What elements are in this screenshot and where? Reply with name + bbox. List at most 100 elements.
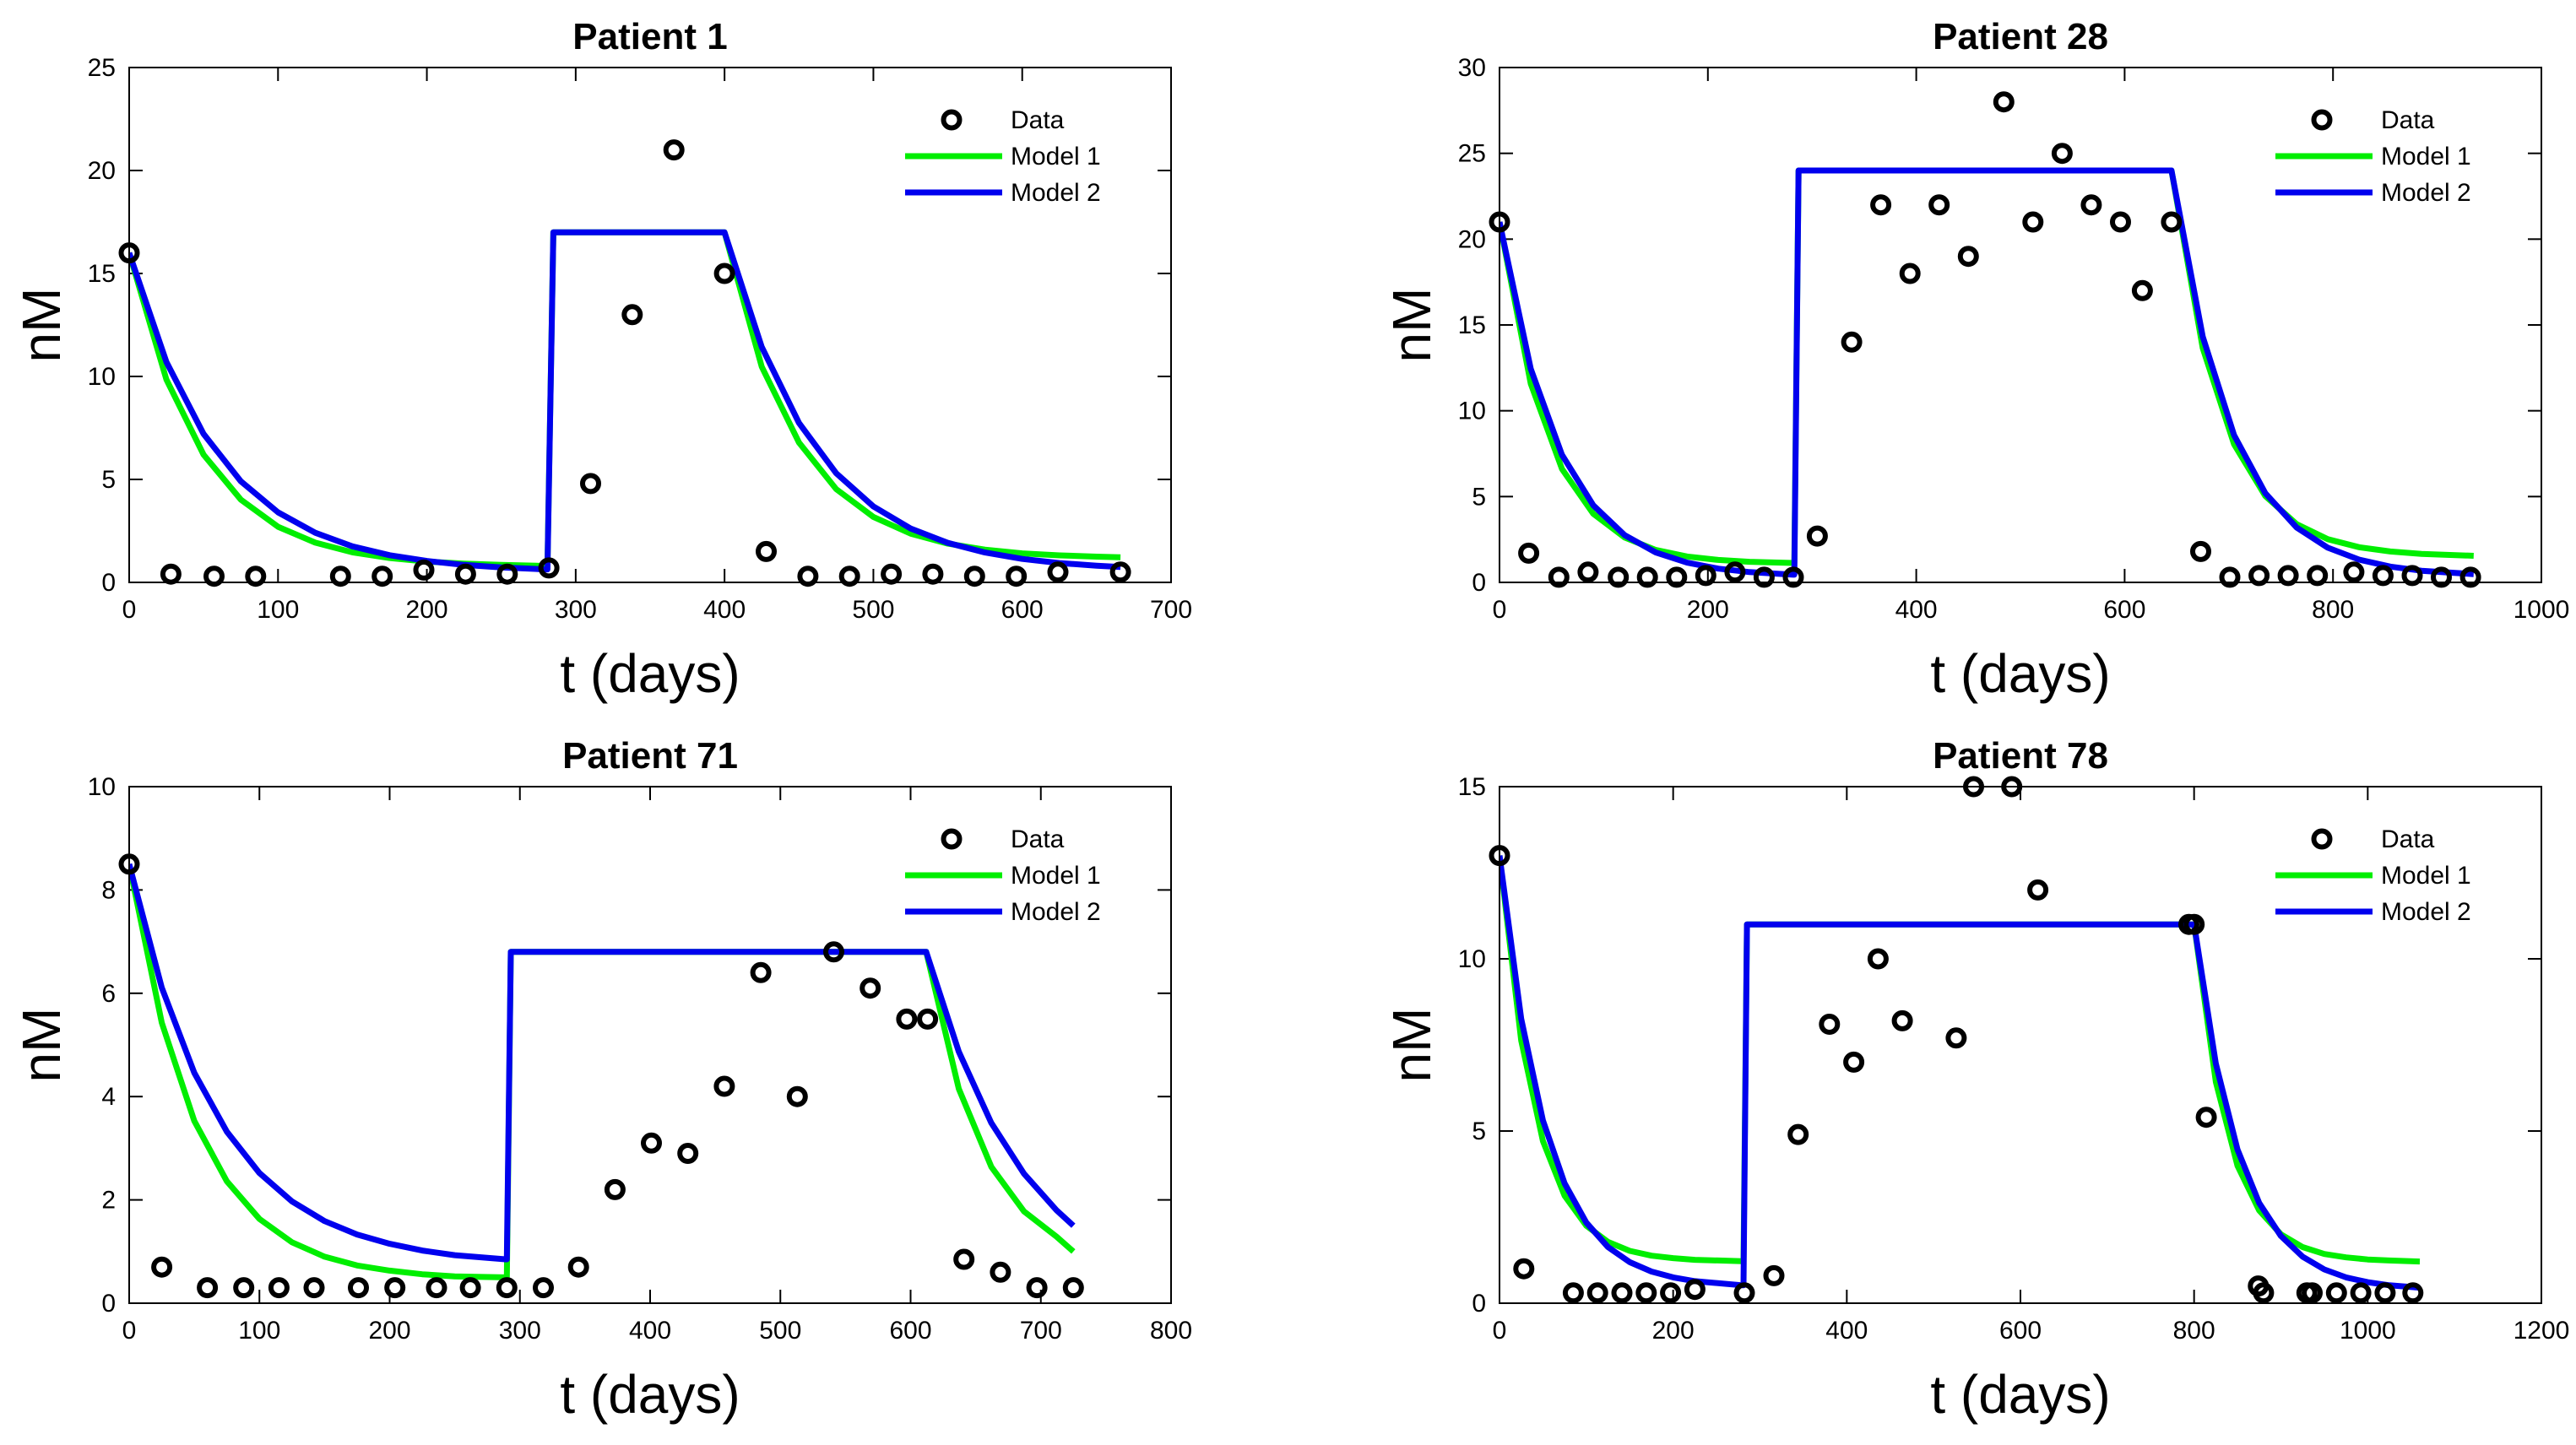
data-point xyxy=(1684,1279,1706,1301)
data-point xyxy=(413,559,435,581)
y-tick-label: 30 xyxy=(1458,54,1486,82)
data-point xyxy=(1695,565,1716,587)
axes-frame xyxy=(128,67,1172,583)
x-axis-label: t (days) xyxy=(1930,643,2110,704)
data-point xyxy=(1047,561,1069,583)
data-point xyxy=(1782,566,1804,588)
chart-title: Patient 71 xyxy=(562,735,738,777)
plot-data xyxy=(129,863,1076,1280)
data-point xyxy=(1763,1264,1785,1286)
x-tick-label: 300 xyxy=(555,596,597,624)
data-point xyxy=(459,1277,481,1299)
x-tick-label: 500 xyxy=(759,1317,801,1345)
legend: Data Model 1 Model 2 xyxy=(2275,106,2471,207)
x-tick-label: 0 xyxy=(1493,1317,1507,1345)
data-point xyxy=(663,139,685,161)
data-point xyxy=(881,563,903,585)
x-tick-label: 700 xyxy=(1020,1317,1062,1345)
x-tick-label: 400 xyxy=(703,596,746,624)
data-point xyxy=(1026,1277,1048,1299)
data-point xyxy=(1062,1277,1084,1299)
y-tick-label: 20 xyxy=(88,157,116,185)
data-point xyxy=(348,1277,369,1299)
data-point xyxy=(641,1132,662,1154)
chart-title: Patient 28 xyxy=(1933,16,2108,57)
legend-label: Model 2 xyxy=(2381,179,2471,207)
x-tick-label: 600 xyxy=(1001,596,1044,624)
data-point xyxy=(953,1248,975,1270)
y-tick-label: 0 xyxy=(1472,1290,1486,1318)
data-point xyxy=(713,1075,735,1097)
data-point xyxy=(2161,211,2183,233)
data-point xyxy=(2401,565,2423,587)
data-point xyxy=(1109,561,1131,583)
data-point xyxy=(2253,1282,2275,1304)
data-point xyxy=(860,977,881,999)
data-point xyxy=(1870,194,1892,216)
data-point xyxy=(990,1261,1011,1283)
x-tick-label: 600 xyxy=(889,1317,931,1345)
axes-frame xyxy=(1499,786,2542,1304)
data-point xyxy=(2277,565,2299,587)
x-tick-label: 1200 xyxy=(2514,1317,2570,1345)
data-point xyxy=(2307,565,2329,587)
legend-label: Data xyxy=(1011,106,1065,134)
data-point xyxy=(621,304,643,326)
data-point xyxy=(1513,1258,1535,1280)
data-point xyxy=(2051,143,2073,165)
legend-marker-data xyxy=(941,828,963,850)
data-point xyxy=(245,566,267,587)
x-axis-label: t (days) xyxy=(560,643,740,704)
y-tick-label: 0 xyxy=(101,1290,116,1318)
data-point xyxy=(1006,566,1028,587)
data-point xyxy=(454,563,476,585)
data-point xyxy=(2372,565,2394,587)
data-point xyxy=(1666,566,1688,588)
data-point xyxy=(2190,540,2211,562)
data-point xyxy=(823,941,844,963)
x-tick-label: 800 xyxy=(2173,1317,2215,1345)
data-point xyxy=(1586,1282,1608,1304)
data-point xyxy=(2302,1282,2323,1304)
data-point xyxy=(1891,1009,1913,1031)
data-point xyxy=(160,563,182,585)
data-point xyxy=(1548,566,1570,588)
data-point xyxy=(756,540,777,562)
data-point xyxy=(329,566,351,587)
data-point xyxy=(797,566,819,587)
data-point xyxy=(303,1277,325,1299)
legend-label: Data xyxy=(1011,825,1065,853)
data-point xyxy=(533,1277,554,1299)
legend-label: Model 2 xyxy=(2381,898,2471,926)
data-point xyxy=(2459,566,2481,588)
data-point xyxy=(197,1277,219,1299)
data-point xyxy=(1753,566,1775,588)
data-point xyxy=(268,1277,290,1299)
chart-title: Patient 78 xyxy=(1933,735,2108,777)
x-tick-label: 0 xyxy=(122,596,137,624)
panel-4: Patient 78 0 200 400 600 800 1000 1200 0 5 10 15 t (… xyxy=(1381,735,2569,1425)
data-point xyxy=(233,1277,255,1299)
data-point xyxy=(896,1008,918,1030)
y-tick-label: 10 xyxy=(88,773,116,801)
series-line-model-2 xyxy=(129,863,1076,1263)
legend-marker-data xyxy=(2311,109,2333,131)
data-point xyxy=(838,566,860,587)
data-point xyxy=(1993,91,2015,113)
series-line-model-1 xyxy=(129,229,1121,569)
data-point xyxy=(713,262,735,284)
y-tick-label: 15 xyxy=(1458,773,1486,801)
data-point xyxy=(203,566,225,587)
legend-label: Model 1 xyxy=(2381,143,2471,170)
legend-label: Model 1 xyxy=(2381,862,2471,890)
plot-data xyxy=(1500,855,2421,1291)
data-point xyxy=(371,566,393,587)
y-tick-label: 0 xyxy=(1472,569,1486,597)
data-point xyxy=(384,1277,406,1299)
axes-frame xyxy=(128,786,1172,1304)
x-tick-label: 1000 xyxy=(2514,596,2570,624)
series-line-model-1 xyxy=(1500,167,2474,566)
y-tick-label: 20 xyxy=(1458,225,1486,253)
x-axis-label: t (days) xyxy=(1930,1364,2110,1425)
data-point xyxy=(1608,566,1630,588)
